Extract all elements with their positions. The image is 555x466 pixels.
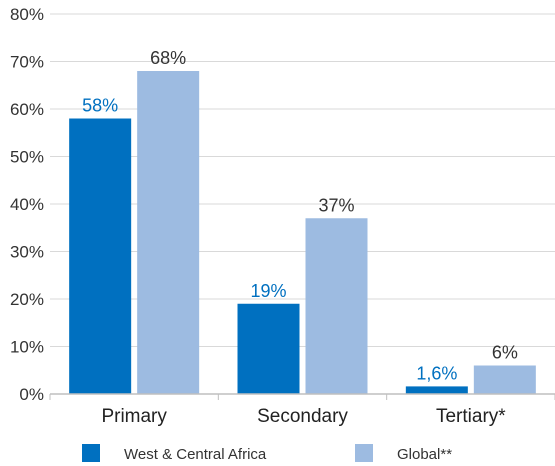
y-axis: 0% 10% 20% 30% 40% 50% 60% 70% 80% bbox=[10, 5, 44, 404]
y-tick-label: 20% bbox=[10, 290, 44, 309]
x-axis: Primary Secondary Tertiary* bbox=[49, 393, 555, 427]
data-label: 58% bbox=[82, 96, 118, 116]
data-label: 68% bbox=[150, 48, 186, 68]
data-label: 19% bbox=[250, 281, 286, 301]
legend-label: West & Central Africa bbox=[124, 446, 267, 463]
legend-swatch bbox=[82, 444, 100, 462]
bar-global bbox=[137, 71, 200, 394]
data-label: 1,6% bbox=[416, 363, 457, 383]
y-tick-label: 60% bbox=[10, 100, 44, 119]
category-label: Primary bbox=[101, 406, 167, 427]
y-tick-label: 10% bbox=[10, 338, 44, 357]
legend-label: Global** bbox=[397, 446, 452, 463]
bar-west-central-africa bbox=[405, 386, 468, 394]
bar-west-central-africa bbox=[237, 303, 300, 394]
legend: West & Central Africa Global** bbox=[82, 444, 452, 463]
bar-global bbox=[305, 218, 368, 394]
legend-swatch bbox=[355, 444, 373, 462]
bars bbox=[69, 71, 536, 394]
y-tick-label: 0% bbox=[19, 385, 44, 404]
y-tick-label: 70% bbox=[10, 53, 44, 72]
data-label: 37% bbox=[318, 195, 354, 215]
gridlines bbox=[50, 13, 555, 347]
category-label: Tertiary* bbox=[436, 406, 506, 427]
y-tick-label: 80% bbox=[10, 5, 44, 24]
y-tick-label: 40% bbox=[10, 195, 44, 214]
bar-global bbox=[473, 365, 536, 394]
data-label: 6% bbox=[492, 343, 518, 363]
y-tick-label: 50% bbox=[10, 148, 44, 167]
category-label: Secondary bbox=[257, 406, 348, 427]
y-tick-label: 30% bbox=[10, 243, 44, 262]
bar-west-central-africa bbox=[69, 118, 132, 394]
data-labels: 58% 19% 1,6% 68% 37% 6% bbox=[82, 48, 518, 383]
